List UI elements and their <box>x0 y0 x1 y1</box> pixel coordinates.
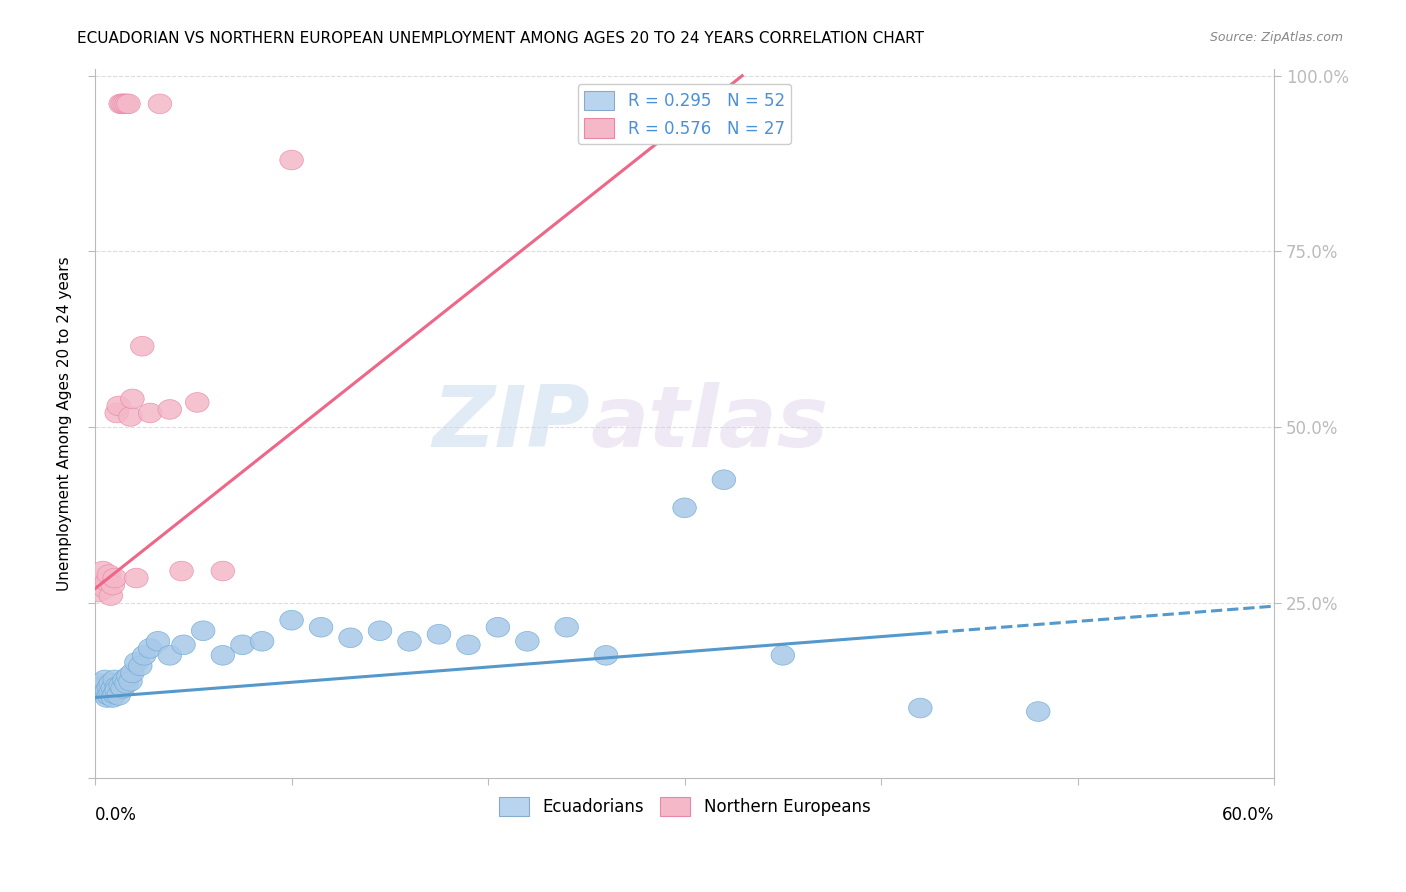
Ellipse shape <box>112 94 136 113</box>
Ellipse shape <box>105 677 128 697</box>
Ellipse shape <box>96 688 118 707</box>
Ellipse shape <box>112 670 136 690</box>
Ellipse shape <box>555 617 578 637</box>
Ellipse shape <box>132 646 156 665</box>
Ellipse shape <box>118 407 142 426</box>
Ellipse shape <box>93 579 117 599</box>
Ellipse shape <box>211 646 235 665</box>
Ellipse shape <box>516 632 538 651</box>
Ellipse shape <box>91 679 115 698</box>
Ellipse shape <box>96 572 118 591</box>
Ellipse shape <box>105 403 128 423</box>
Ellipse shape <box>457 635 481 655</box>
Ellipse shape <box>89 575 112 595</box>
Ellipse shape <box>103 568 127 588</box>
Ellipse shape <box>280 610 304 630</box>
Ellipse shape <box>595 646 617 665</box>
Ellipse shape <box>87 582 111 602</box>
Ellipse shape <box>908 698 932 718</box>
Ellipse shape <box>108 676 132 696</box>
Ellipse shape <box>128 656 152 676</box>
Text: ZIP: ZIP <box>433 382 591 465</box>
Ellipse shape <box>368 621 392 640</box>
Y-axis label: Unemployment Among Ages 20 to 24 years: Unemployment Among Ages 20 to 24 years <box>58 256 72 591</box>
Ellipse shape <box>339 628 363 648</box>
Ellipse shape <box>146 632 170 651</box>
Ellipse shape <box>105 681 128 700</box>
Ellipse shape <box>93 684 117 704</box>
Ellipse shape <box>186 392 209 412</box>
Ellipse shape <box>89 677 112 697</box>
Legend: Ecuadorians, Northern Europeans: Ecuadorians, Northern Europeans <box>492 790 877 823</box>
Ellipse shape <box>107 396 131 416</box>
Ellipse shape <box>280 150 304 169</box>
Ellipse shape <box>138 639 162 658</box>
Ellipse shape <box>138 403 162 423</box>
Ellipse shape <box>117 94 141 113</box>
Ellipse shape <box>115 673 138 693</box>
Ellipse shape <box>125 653 148 673</box>
Ellipse shape <box>91 561 115 581</box>
Ellipse shape <box>96 681 118 700</box>
Ellipse shape <box>1026 702 1050 722</box>
Ellipse shape <box>87 673 111 693</box>
Ellipse shape <box>250 632 274 651</box>
Ellipse shape <box>118 672 142 691</box>
Ellipse shape <box>98 586 122 606</box>
Ellipse shape <box>672 498 696 517</box>
Ellipse shape <box>231 635 254 655</box>
Ellipse shape <box>121 663 145 682</box>
Ellipse shape <box>170 561 194 581</box>
Ellipse shape <box>111 679 135 698</box>
Ellipse shape <box>111 94 135 113</box>
Ellipse shape <box>97 565 121 584</box>
Ellipse shape <box>211 561 235 581</box>
Ellipse shape <box>486 617 510 637</box>
Ellipse shape <box>93 670 117 690</box>
Ellipse shape <box>101 575 125 595</box>
Ellipse shape <box>131 336 155 356</box>
Ellipse shape <box>117 666 141 686</box>
Ellipse shape <box>97 677 121 697</box>
Ellipse shape <box>98 673 122 693</box>
Ellipse shape <box>148 94 172 113</box>
Ellipse shape <box>121 389 145 409</box>
Text: 60.0%: 60.0% <box>1222 806 1274 824</box>
Ellipse shape <box>711 470 735 490</box>
Ellipse shape <box>101 688 125 707</box>
Ellipse shape <box>103 670 127 690</box>
Ellipse shape <box>427 624 451 644</box>
Text: 0.0%: 0.0% <box>96 806 136 824</box>
Ellipse shape <box>125 568 148 588</box>
Ellipse shape <box>157 646 181 665</box>
Ellipse shape <box>101 679 125 698</box>
Ellipse shape <box>97 686 121 706</box>
Ellipse shape <box>398 632 422 651</box>
Ellipse shape <box>107 686 131 706</box>
Ellipse shape <box>108 94 132 113</box>
Ellipse shape <box>309 617 333 637</box>
Text: Source: ZipAtlas.com: Source: ZipAtlas.com <box>1209 31 1343 45</box>
Ellipse shape <box>98 682 122 702</box>
Text: ECUADORIAN VS NORTHERN EUROPEAN UNEMPLOYMENT AMONG AGES 20 TO 24 YEARS CORRELATI: ECUADORIAN VS NORTHERN EUROPEAN UNEMPLOY… <box>77 31 924 46</box>
Ellipse shape <box>115 94 138 113</box>
Ellipse shape <box>172 635 195 655</box>
Ellipse shape <box>157 400 181 419</box>
Ellipse shape <box>191 621 215 640</box>
Ellipse shape <box>770 646 794 665</box>
Text: atlas: atlas <box>591 382 828 465</box>
Ellipse shape <box>103 684 127 704</box>
